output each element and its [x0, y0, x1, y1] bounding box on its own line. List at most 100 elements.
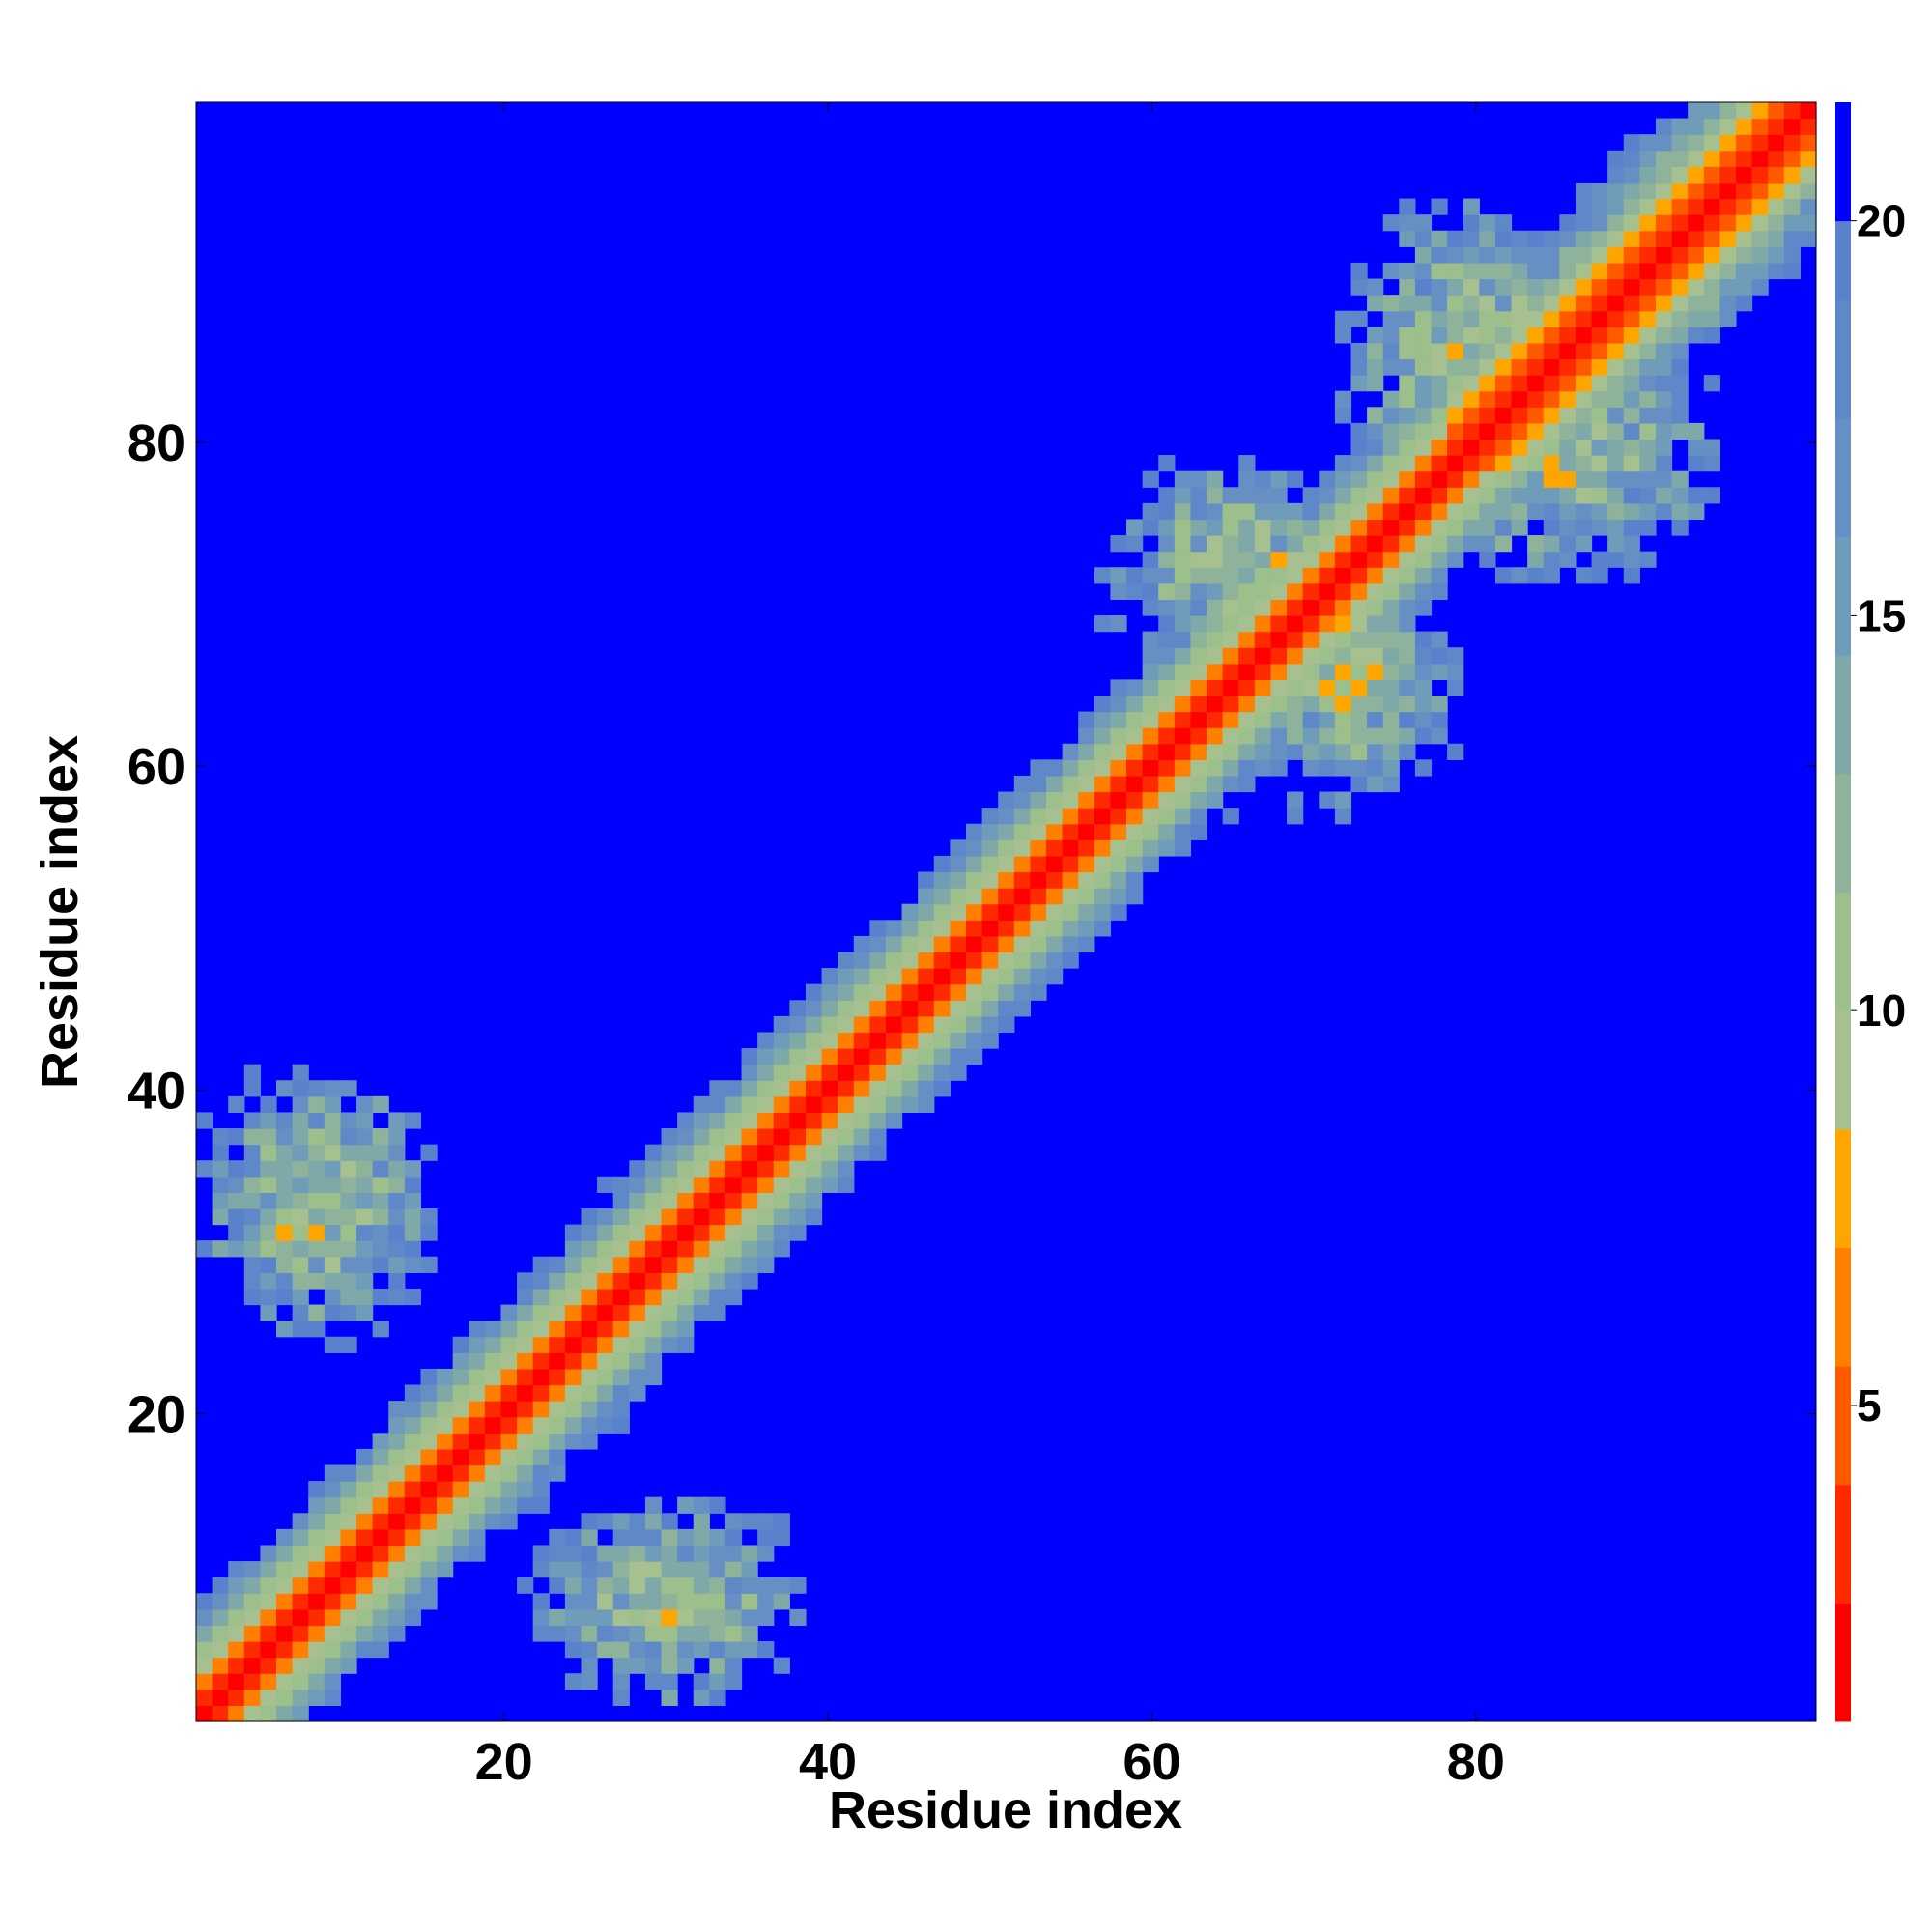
heatmap-cell	[1319, 567, 1336, 584]
heatmap-cell	[709, 1496, 726, 1514]
heatmap-cell	[709, 1577, 726, 1594]
heatmap-cell	[1222, 582, 1239, 601]
heatmap-cell	[1719, 295, 1737, 312]
heatmap-cell	[1655, 422, 1673, 440]
heatmap-cell	[1190, 470, 1208, 488]
heatmap-cell	[532, 1625, 550, 1642]
heatmap-cell	[243, 1641, 262, 1659]
heatmap-cell	[1591, 375, 1608, 392]
heatmap-cell	[1142, 663, 1159, 680]
heatmap-cell	[1463, 519, 1480, 536]
heatmap-cell	[324, 1160, 342, 1178]
heatmap-cell	[243, 1705, 262, 1722]
heatmap-cell	[1110, 711, 1127, 728]
heatmap-cell	[260, 1240, 277, 1258]
heatmap-cell	[1334, 679, 1352, 696]
heatmap-cell	[1319, 759, 1336, 777]
heatmap-cell	[1800, 198, 1817, 215]
heatmap-cell	[1030, 903, 1047, 921]
heatmap-cell	[292, 1657, 309, 1674]
heatmap-cell	[1414, 342, 1433, 360]
heatmap-cell	[1222, 727, 1239, 745]
heatmap-cell	[1591, 487, 1608, 504]
heatmap-cell	[838, 983, 855, 1001]
heatmap-cell	[372, 1433, 389, 1450]
heatmap-cell	[388, 1464, 406, 1482]
heatmap-cell	[196, 1593, 213, 1610]
heatmap-cell	[869, 1112, 887, 1129]
heatmap-cell	[1688, 198, 1705, 215]
heatmap-cell	[340, 1496, 357, 1514]
heatmap-cell	[1238, 567, 1256, 584]
heatmap-cell	[853, 935, 870, 953]
heatmap-cell	[724, 1673, 743, 1690]
heatmap-cell	[1158, 775, 1176, 793]
heatmap-cell	[469, 1464, 486, 1482]
heatmap-cell	[437, 1481, 454, 1498]
heatmap-cell	[1207, 535, 1224, 553]
heatmap-cell	[1287, 615, 1304, 633]
heatmap-cell	[1623, 551, 1640, 568]
heatmap-cell	[1639, 551, 1657, 568]
heatmap-cell	[500, 1496, 518, 1514]
heatmap-cell	[773, 1593, 790, 1610]
heatmap-cell	[629, 1593, 646, 1610]
heatmap-cell	[1319, 711, 1336, 728]
heatmap-cell	[1783, 198, 1801, 215]
heatmap-cell	[677, 1593, 695, 1610]
heatmap-cell	[452, 1336, 469, 1353]
heatmap-cell	[549, 1321, 566, 1338]
heatmap-cell	[933, 1015, 951, 1034]
heatmap-cell	[1319, 582, 1336, 601]
heatmap-cell	[308, 1593, 326, 1610]
heatmap-cell	[693, 1240, 710, 1258]
heatmap-cell	[1367, 422, 1384, 440]
heatmap-cell	[838, 1048, 855, 1065]
heatmap-cell	[437, 1433, 454, 1450]
heatmap-cell	[260, 1673, 277, 1690]
heatmap-cell	[933, 935, 951, 953]
heatmap-cell	[292, 1080, 309, 1097]
heatmap-cell	[292, 1304, 309, 1321]
heatmap-cell	[1431, 439, 1448, 456]
heatmap-cell	[1559, 519, 1577, 536]
heatmap-cell	[1414, 278, 1433, 296]
heatmap-cell	[1719, 262, 1737, 280]
heatmap-cell	[661, 1673, 678, 1690]
heatmap-cell	[1639, 230, 1657, 247]
heatmap-cell	[724, 1192, 743, 1209]
heatmap-cell	[372, 1128, 389, 1146]
heatmap-cell	[1207, 487, 1224, 504]
heatmap-cell	[420, 1144, 438, 1161]
heatmap-cell	[773, 1015, 790, 1034]
heatmap-cell	[1062, 871, 1079, 889]
heatmap-cell	[196, 1689, 213, 1706]
heatmap-cell	[404, 1208, 422, 1226]
heatmap-cell	[709, 1593, 726, 1610]
heatmap-cell	[1399, 470, 1416, 488]
heatmap-cell	[901, 1095, 919, 1114]
heatmap-cell	[1270, 599, 1288, 616]
heatmap-cell	[805, 1000, 823, 1017]
heatmap-cell	[1703, 118, 1720, 135]
heatmap-cell	[340, 1208, 357, 1226]
heatmap-cell	[789, 1160, 807, 1178]
heatmap-cell	[1222, 663, 1239, 680]
heatmap-cell	[1367, 327, 1384, 344]
heatmap-cell	[276, 1256, 294, 1273]
heatmap-cell	[597, 1416, 614, 1434]
heatmap-cell	[1591, 182, 1608, 200]
heatmap-cell	[388, 1528, 406, 1547]
heatmap-cell	[1350, 631, 1368, 648]
heatmap-cell	[1222, 487, 1239, 504]
heatmap-cell	[1511, 567, 1528, 584]
heatmap-cell	[1013, 808, 1031, 825]
x-axis-title: Residue index	[829, 1781, 1182, 1839]
heatmap-cell	[1222, 535, 1239, 553]
heatmap-cell	[292, 1673, 309, 1690]
heatmap-cell	[404, 1433, 422, 1450]
heatmap-cell	[757, 1144, 775, 1161]
heatmap-cell	[1575, 358, 1593, 376]
heatmap-cell	[1431, 663, 1448, 680]
